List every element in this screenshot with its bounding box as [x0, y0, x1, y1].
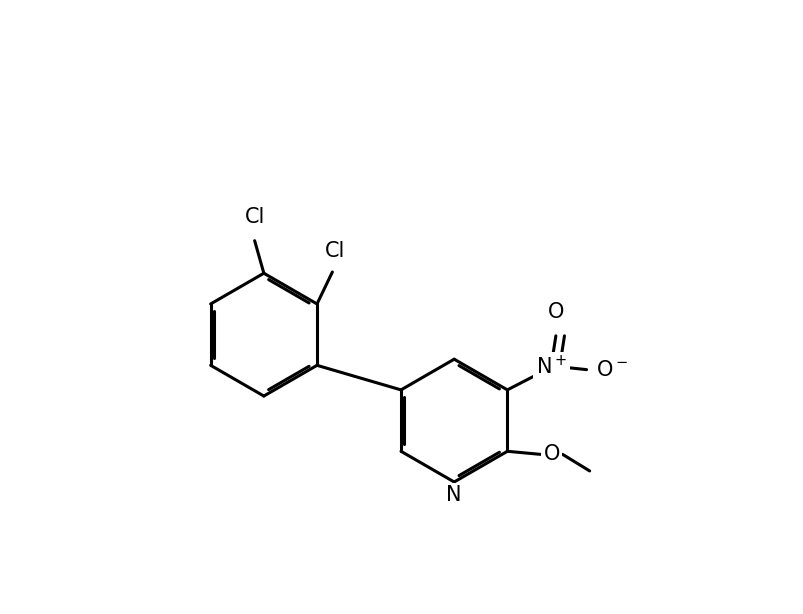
Text: N$^+$: N$^+$	[536, 355, 566, 378]
Text: Cl: Cl	[244, 207, 264, 227]
Text: O$^-$: O$^-$	[595, 360, 627, 379]
Text: N: N	[446, 485, 462, 505]
Text: Cl: Cl	[325, 241, 345, 261]
Text: O: O	[548, 302, 564, 322]
Text: O: O	[543, 445, 559, 464]
